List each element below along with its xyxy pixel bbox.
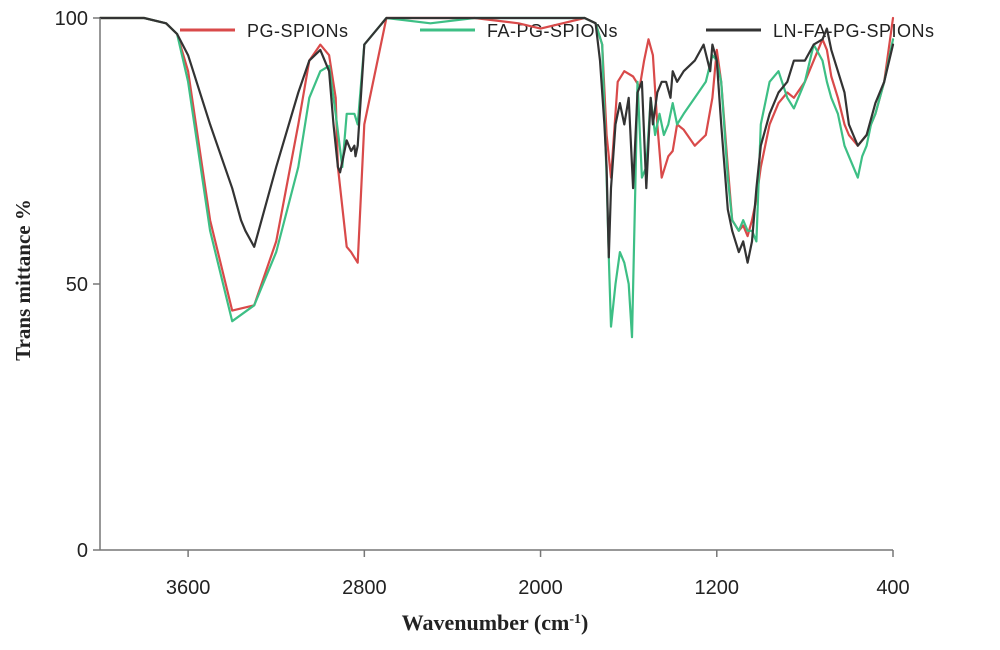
axes xyxy=(99,18,893,551)
x-tick-label: 2800 xyxy=(342,577,387,599)
series-line-ln-fa-pg-spions xyxy=(98,16,895,264)
ticks: 0 50 100 3600 2800 2000 1200 400 xyxy=(55,8,910,599)
legend: PG-SPIONs FA-PG-SPIONs LN-FA-PG-SPIONs xyxy=(180,21,935,41)
y-axis-title: Trans mittance % xyxy=(11,199,35,361)
y-tick-label: 0 xyxy=(77,540,88,562)
x-axis-title: Wavenumber (cm-1) xyxy=(402,610,589,635)
x-tick-label: 3600 xyxy=(166,577,211,599)
legend-label: LN-FA-PG-SPIONs xyxy=(773,21,935,41)
legend-item: PG-SPIONs xyxy=(180,21,349,41)
y-tick-label: 100 xyxy=(55,8,88,30)
x-tick-label: 2000 xyxy=(518,577,563,599)
legend-item: FA-PG-SPIONs xyxy=(420,21,618,41)
legend-item: LN-FA-PG-SPIONs xyxy=(706,21,935,41)
legend-label: PG-SPIONs xyxy=(247,21,349,41)
series-line-fa-pg-spions xyxy=(98,16,895,339)
x-tick-label: 400 xyxy=(876,577,909,599)
y-tick-label: 50 xyxy=(66,274,88,296)
x-tick-label: 1200 xyxy=(695,577,740,599)
series-layer xyxy=(98,16,895,339)
legend-label: FA-PG-SPIONs xyxy=(487,21,618,41)
